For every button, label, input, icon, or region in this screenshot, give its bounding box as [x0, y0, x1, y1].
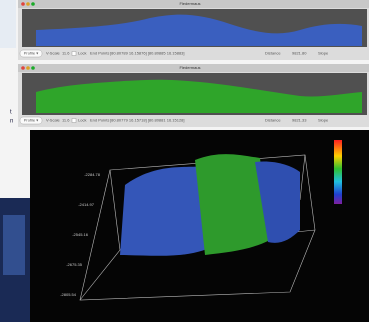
value: 11.6: [62, 51, 70, 56]
close-button[interactable]: [21, 2, 25, 6]
label: End Points: [90, 51, 109, 56]
label: Lock: [78, 51, 86, 56]
button-label: Profile ▾: [24, 118, 38, 123]
lock-checkbox[interactable]: [72, 119, 76, 123]
label: V-Scale: [46, 118, 61, 123]
label: Distance: [265, 51, 281, 56]
minimize-button[interactable]: [26, 66, 30, 70]
value: 9821.80: [292, 51, 307, 56]
side-panel: [0, 0, 16, 48]
depth-label: -2675.35: [66, 262, 83, 267]
value: 11.6: [62, 118, 70, 123]
label: Slope: [318, 51, 329, 56]
screenshot: t n Fledermaus Profile ▾ V-Scale 11.6 Lo…: [0, 0, 369, 322]
value: [80.80789 16.15876] [80.80885 16.15883]: [110, 51, 185, 56]
color-bar: [334, 140, 342, 204]
label: Distance: [265, 118, 281, 123]
window-title: Fledermaus: [179, 65, 200, 70]
label: Slope: [318, 118, 329, 123]
close-button[interactable]: [21, 66, 25, 70]
depth-label: -2414.97: [78, 202, 95, 207]
window-title: Fledermaus: [179, 1, 200, 6]
label: Lock: [78, 118, 86, 123]
label: V-Scale: [46, 51, 61, 56]
zoom-button[interactable]: [31, 2, 35, 6]
depth-label: -2545.16: [72, 232, 89, 237]
value: [80.80779 16.15718] [80.80881 16.15128]: [110, 118, 185, 123]
view-3d: -2284.78 -2414.97 -2545.16 -2675.35 -280…: [30, 130, 369, 322]
zoom-button[interactable]: [31, 66, 35, 70]
lock-checkbox[interactable]: [72, 52, 76, 56]
profile-window: Fledermaus Profile ▾ V-Scale 11.6 Lock E…: [18, 64, 369, 127]
depth-label: -2805.54: [60, 292, 77, 297]
value: 9821.33: [292, 118, 307, 123]
side-text: n: [10, 119, 13, 125]
minimize-button[interactable]: [26, 2, 30, 6]
button-label: Profile ▾: [24, 51, 38, 56]
label: End Points: [90, 118, 109, 123]
profile-window: Fledermaus Profile ▾ V-Scale 11.6 Lock E…: [18, 0, 369, 60]
depth-label: -2284.78: [84, 172, 101, 177]
photo-light: [3, 215, 25, 275]
